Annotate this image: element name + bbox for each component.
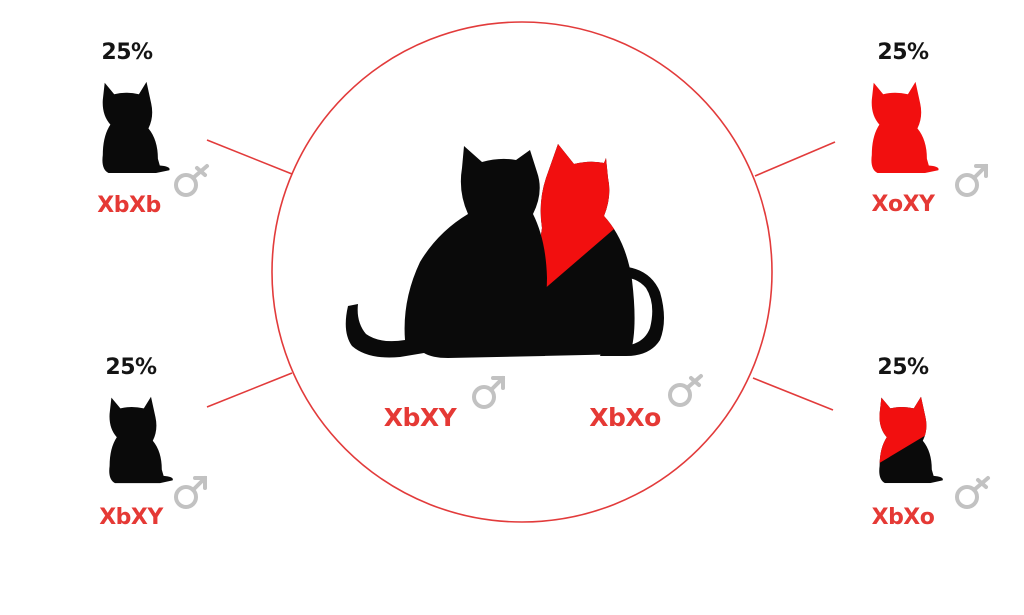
percent-top-right: 25% bbox=[877, 40, 929, 65]
female-symbol-icon bbox=[174, 164, 209, 197]
kitten-bottom-right-icon bbox=[879, 396, 943, 484]
female-symbol-icon bbox=[668, 374, 703, 407]
male-symbol-icon bbox=[955, 164, 988, 197]
genotype-male-parent: XbXY bbox=[383, 403, 457, 432]
kitten-top-right-icon bbox=[871, 81, 939, 174]
genotype-top-left: XbXb bbox=[97, 193, 161, 218]
percent-bottom-left: 25% bbox=[105, 355, 157, 380]
kitten-bottom-left-icon bbox=[109, 396, 173, 484]
female-symbol-icon bbox=[955, 476, 990, 509]
connector-line-bottom-right bbox=[752, 377, 834, 411]
male-parent-cat-icon bbox=[345, 146, 547, 358]
percent-top-left: 25% bbox=[101, 40, 153, 65]
genotype-top-right: XoXY bbox=[871, 192, 935, 217]
connector-line-top-right bbox=[754, 141, 836, 177]
male-symbol-icon bbox=[174, 476, 207, 509]
kitten-top-left-icon bbox=[102, 81, 170, 174]
percent-bottom-right: 25% bbox=[877, 355, 929, 380]
connector-line-bottom-left bbox=[206, 372, 293, 408]
genotype-bottom-left: XbXY bbox=[99, 505, 163, 530]
male-symbol-icon bbox=[472, 376, 505, 409]
genotype-bottom-right: XbXo bbox=[871, 505, 935, 530]
parents-circle bbox=[271, 21, 773, 523]
genotype-female-parent: XbXo bbox=[589, 403, 661, 432]
connector-line-top-left bbox=[206, 139, 293, 175]
